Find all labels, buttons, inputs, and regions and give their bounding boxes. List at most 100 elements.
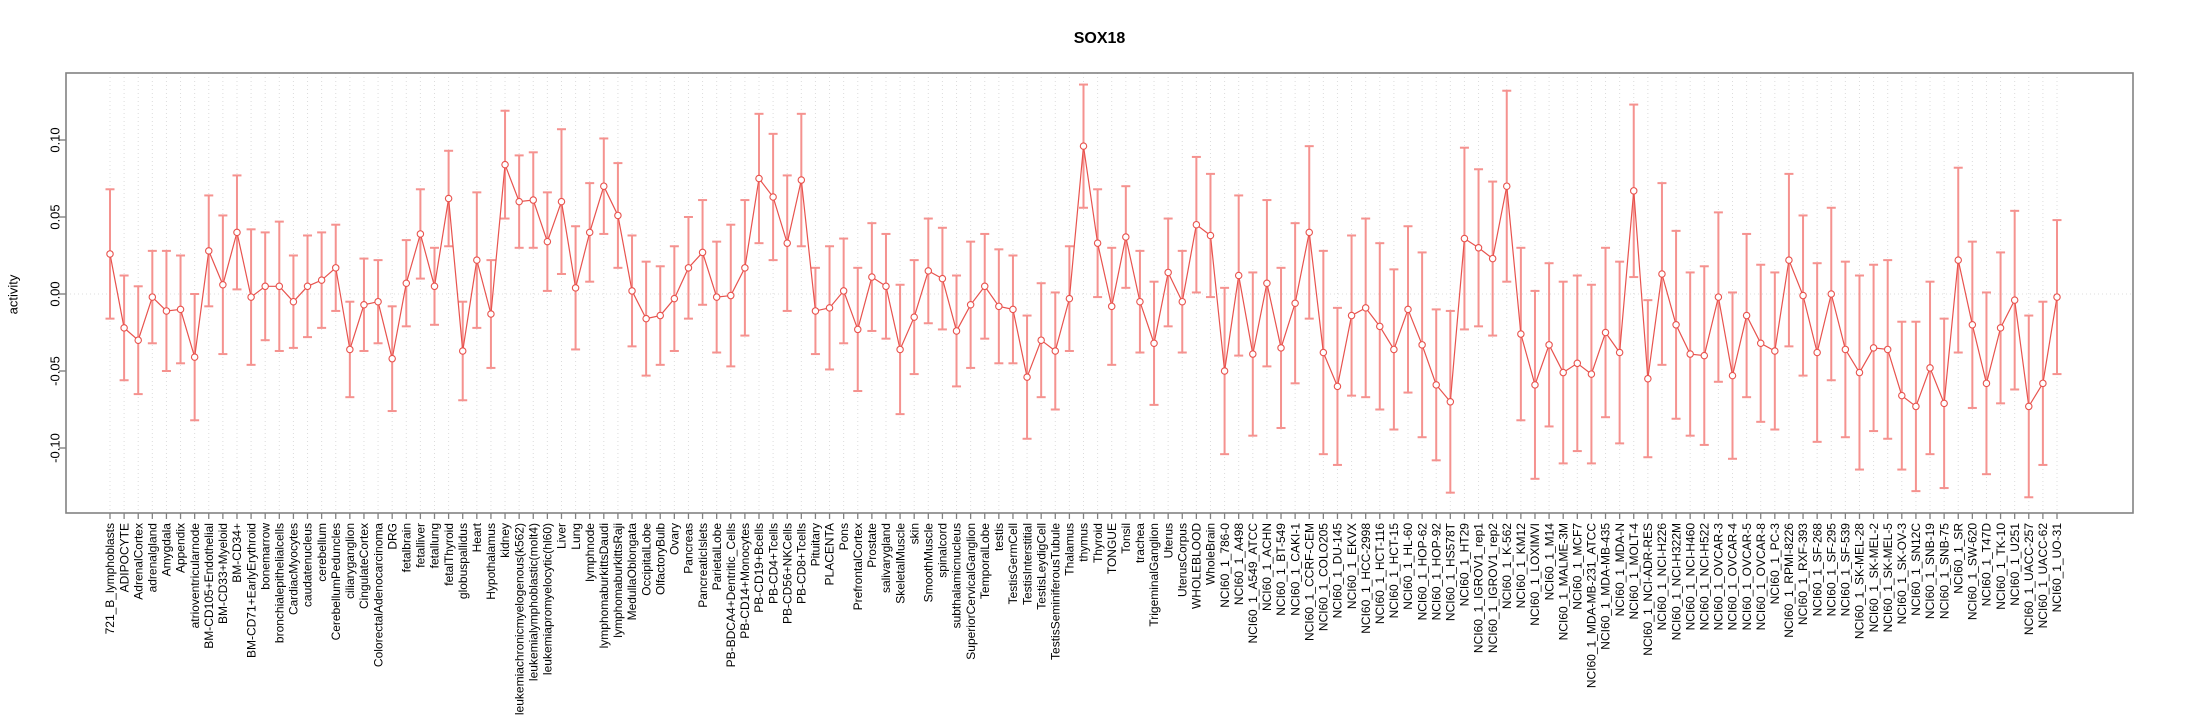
x-category-label: Amygdala	[160, 523, 174, 577]
x-axis-labels: 721_B_lymphoblasts ADIPOCYTE AdrenalCortex…	[103, 522, 2064, 715]
x-category-label: NCI60_1_RPMI-8226	[1782, 523, 1796, 638]
x-category-label: NCI60_1_HOP-92	[1429, 523, 1443, 621]
x-category-label: CingulateCortex	[357, 523, 371, 609]
x-category-label: leukemiapromyelocytic(hl60)	[541, 523, 555, 675]
x-category-label: testis	[992, 523, 1006, 551]
y-tick-label: 0.00	[48, 281, 63, 306]
x-category-label: NCI60_1_SK-OV-3	[1895, 523, 1909, 625]
x-category-label: MedullaOblongata	[625, 523, 639, 621]
x-category-label: leukemiachronicmyelogenous(k562)	[512, 523, 526, 715]
x-category-label: kidney	[498, 523, 512, 558]
x-category-label: Pituitary	[809, 523, 823, 566]
x-category-label: BM-CD34+	[230, 523, 244, 583]
x-category-label: WHOLEBLOOD	[1190, 523, 1204, 609]
x-category-label: ciliaryganglion	[343, 523, 357, 599]
x-category-label: NCI60_1_IGROV1_rep2	[1486, 523, 1500, 653]
x-category-label: PancreaticIslets	[696, 523, 710, 608]
x-category-label: NCI60_1_MOLT-4	[1627, 523, 1641, 620]
x-category-label: NCI60_1_CAKI-1	[1288, 523, 1302, 616]
x-category-label: NCI60_1_MDA-MB-435	[1599, 523, 1613, 650]
x-category-label: WholeBrain	[1204, 523, 1218, 585]
x-category-label: NCI60_1_SR	[1951, 523, 1965, 594]
x-category-label: Ovary	[668, 523, 682, 555]
x-category-label: Heart	[470, 522, 484, 552]
x-category-label: NCI60_1_MDA-MB-231_ATCC	[1585, 523, 1599, 688]
x-category-label: TestisSeminiferousTubule	[1048, 523, 1062, 660]
x-category-label: NCI60_1_BT-549	[1274, 523, 1288, 616]
x-category-label: NCI60_1_NCI-H522	[1697, 523, 1711, 631]
x-category-label: NCI60_1_MDA-N	[1613, 523, 1627, 616]
x-category-label: NCI60_1_KM12	[1514, 523, 1528, 609]
x-category-label: cerebellum	[315, 523, 329, 582]
x-category-label: PB-BDCA4+Dentritic_Cells	[724, 523, 738, 667]
x-category-label: fetalbrain	[399, 523, 413, 572]
x-category-label: NCI60_1_U251	[2008, 523, 2022, 606]
y-tick-label: -0.05	[48, 356, 63, 386]
x-category-label: ParietalLobe	[710, 523, 724, 591]
x-category-label: NCI60_1_OVCAR-3	[1712, 523, 1726, 631]
x-category-label: atrioventricularnode	[188, 523, 202, 629]
x-category-label: NCI60_1_NCI-H322M	[1669, 523, 1683, 640]
x-category-label: ADIPOCYTE	[117, 523, 131, 592]
x-category-label: PB-CD14+Monocytes	[738, 523, 752, 639]
x-category-label: NCI60_1_ACHN	[1260, 523, 1274, 611]
x-category-label: PB-CD8+Tcells	[795, 523, 809, 604]
x-category-label: SuperiorCervicalGanglion	[964, 523, 978, 660]
x-category-label: NCI60_1_SF-268	[1810, 523, 1824, 617]
x-category-label: Thyroid	[1091, 523, 1105, 563]
x-category-label: NCI60_1_NCI-H460	[1683, 523, 1697, 631]
x-category-label: NCI60_1_NCI-H226	[1655, 523, 1669, 631]
x-category-label: OlfactoryBulb	[653, 523, 667, 595]
x-category-label: skin	[907, 523, 921, 544]
x-category-label: adrenalgland	[146, 523, 160, 592]
x-category-label: NCI60_1_NCI-ADR-RES	[1641, 523, 1655, 656]
x-category-label: UterusCorpus	[1175, 523, 1189, 597]
x-category-label: lymphomaburkittsRaji	[611, 523, 625, 638]
x-category-label: OccipitalLobe	[639, 523, 653, 596]
x-category-label: NCI60_1_RXF-393	[1796, 523, 1810, 625]
x-category-label: 721_B_lymphoblasts	[103, 523, 117, 634]
x-category-label: NCI60_1_TK-10	[1994, 523, 2008, 610]
x-category-label: NCI60_1_A549_ATCC	[1246, 523, 1260, 644]
x-category-label: BM-CD105+Endothelial	[202, 523, 216, 649]
x-category-label: NCI60_1_T47D	[1980, 523, 1994, 607]
x-category-label: Pons	[837, 523, 851, 550]
x-category-label: NCI60_1_SW-620	[1966, 523, 1980, 620]
x-category-label: fetalThyroid	[442, 523, 456, 586]
x-category-label: NCI60_1_OVCAR-5	[1740, 523, 1754, 631]
x-category-label: SkeletalMuscle	[893, 523, 907, 604]
x-category-label: DRG	[385, 523, 399, 550]
x-category-label: TemporalLobe	[978, 523, 992, 599]
x-category-label: NCI60_1_SK-MEL-2	[1867, 523, 1881, 633]
x-category-label: PrefrontalCortex	[851, 523, 865, 610]
x-category-label: NCI60_1_OVCAR-4	[1726, 523, 1740, 631]
x-category-label: Tonsil	[1119, 523, 1133, 554]
x-category-label: Uterus	[1161, 523, 1175, 558]
x-category-label: Hypothalamus	[484, 523, 498, 600]
x-category-label: NCI60_1_PC-3	[1768, 523, 1782, 605]
x-axis-ticks	[109, 513, 2058, 519]
x-category-label: NCI60_1_DU-145	[1331, 523, 1345, 619]
x-category-label: NCI60_1_HCT-116	[1373, 523, 1387, 624]
x-category-label: NCI60_1_SF-539	[1839, 523, 1853, 617]
x-category-label: Pancreas	[682, 523, 696, 574]
x-category-label: NCI60_1_K-562	[1500, 523, 1514, 609]
x-category-label: trachea	[1133, 523, 1147, 563]
x-category-label: PB-CD56+NKCells	[780, 523, 794, 624]
x-category-label: bonemarrow	[258, 523, 272, 590]
x-category-label: NCI60_1_A498	[1232, 523, 1246, 605]
x-category-label: TestisLeydigCell	[1034, 523, 1048, 610]
x-category-label: lymphnode	[583, 523, 597, 582]
x-category-label: NCI60_1_OVCAR-8	[1754, 523, 1768, 631]
x-category-label: PB-CD19+Bcells	[752, 523, 766, 613]
x-category-label: NCI60_1_CCRF-CEM	[1302, 523, 1316, 641]
x-category-label: NCI60_1_HS578T	[1444, 522, 1458, 621]
x-category-label: NCI60_1_SF-295	[1824, 523, 1838, 617]
x-category-label: NCI60_1_LOXIMVI	[1528, 523, 1542, 626]
x-category-label: Lung	[569, 523, 583, 550]
x-category-label: AdrenalCortex	[131, 523, 145, 600]
x-category-label: CardiacMyocytes	[287, 523, 301, 615]
x-category-label: subthalamicnucleus	[950, 523, 964, 628]
x-category-label: globuspallidus	[456, 523, 470, 599]
